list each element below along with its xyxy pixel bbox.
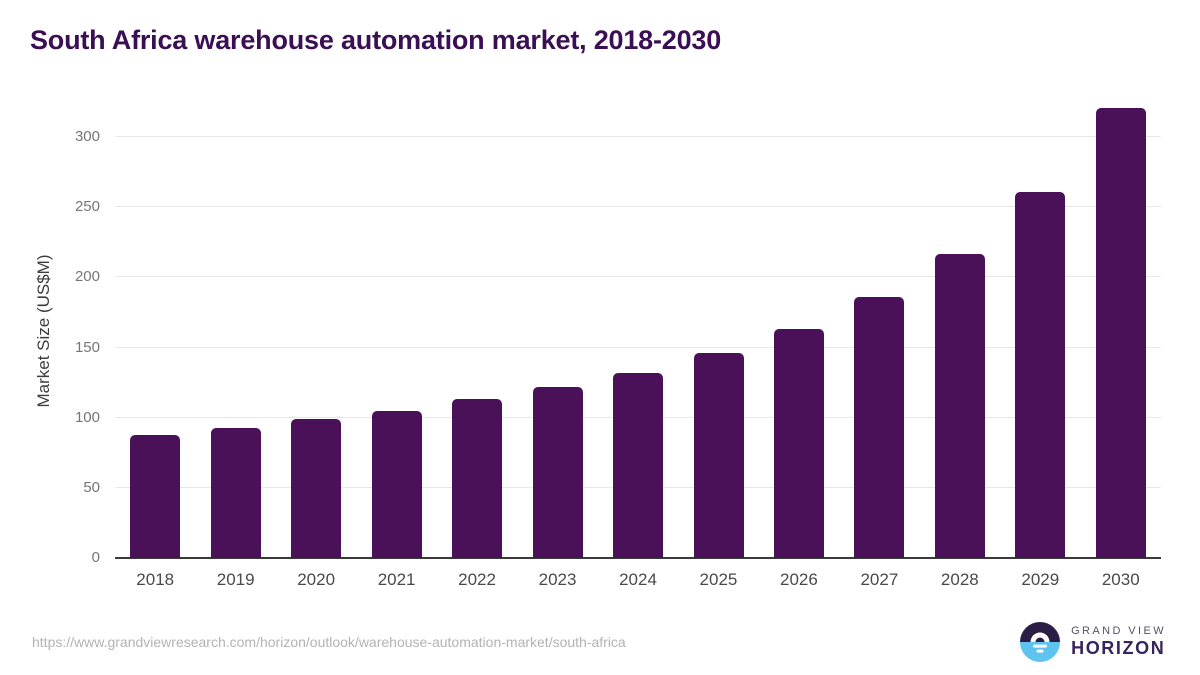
x-axis-label-2027: 2027 bbox=[860, 570, 899, 589]
y-tick-label-150: 150 bbox=[74, 338, 100, 356]
horizon-sun-icon bbox=[1020, 622, 1061, 662]
chart-title: South Africa warehouse automation market… bbox=[30, 25, 722, 55]
bars-container bbox=[115, 102, 1161, 558]
plot-area: 0 50 100 150 200 250 300 2018 2019 2020 2021 2022 20… bbox=[75, 102, 1161, 589]
bar-2028 bbox=[934, 253, 985, 558]
logo-line1: GRAND VIEW bbox=[1071, 625, 1166, 638]
bar-2023 bbox=[532, 386, 583, 558]
bar-band-2021 bbox=[356, 102, 436, 558]
y-tick-label-0: 0 bbox=[91, 549, 100, 566]
bar-band-2027 bbox=[839, 102, 919, 558]
source-url: https://www.grandviewresearch.com/horizo… bbox=[32, 634, 626, 650]
bar-band-2024 bbox=[598, 102, 678, 558]
x-axis-label-2023: 2023 bbox=[538, 570, 577, 589]
bar-band-2026 bbox=[759, 102, 839, 558]
y-tick-label-200: 200 bbox=[74, 268, 100, 286]
bar-2029 bbox=[1015, 191, 1066, 558]
bar-2025 bbox=[693, 353, 744, 558]
x-axis-label-2018: 2018 bbox=[136, 570, 175, 589]
bar-band-2029 bbox=[1000, 102, 1080, 558]
gridline-200 bbox=[115, 276, 1161, 278]
y-tick-label-300: 300 bbox=[74, 128, 100, 146]
bar-band-2018 bbox=[115, 102, 195, 558]
x-axis-label-2025: 2025 bbox=[699, 570, 738, 589]
bar-band-2028 bbox=[920, 102, 1000, 558]
x-axis-line bbox=[115, 557, 1161, 559]
bar-band-2025 bbox=[678, 102, 758, 558]
bar-band-2023 bbox=[517, 102, 597, 558]
x-axis-label-2019: 2019 bbox=[216, 570, 255, 589]
x-axis-label-2020: 2020 bbox=[297, 570, 336, 589]
logo-line2: HORIZON bbox=[1071, 638, 1166, 659]
y-axis-title: Market Size (US$M) bbox=[34, 254, 53, 408]
bar-2021 bbox=[371, 410, 422, 558]
bar-2024 bbox=[613, 372, 664, 558]
bar-band-2020 bbox=[276, 102, 356, 558]
x-axis-label-2026: 2026 bbox=[780, 570, 818, 589]
bar-band-2019 bbox=[195, 102, 275, 558]
y-tick-label-50: 50 bbox=[83, 478, 100, 496]
y-tick-label-100: 100 bbox=[74, 408, 100, 426]
bar-band-2030 bbox=[1081, 102, 1161, 558]
x-axis-label-2022: 2022 bbox=[458, 570, 496, 589]
bar-2020 bbox=[291, 419, 342, 558]
x-axis-label-2028: 2028 bbox=[940, 570, 979, 589]
bar-2022 bbox=[452, 399, 503, 558]
bar-2030 bbox=[1095, 107, 1146, 558]
x-axis-label-2030: 2030 bbox=[1101, 570, 1140, 589]
gridline-300 bbox=[115, 136, 1161, 138]
gridline-150 bbox=[115, 346, 1161, 348]
gridline-250 bbox=[115, 206, 1161, 208]
bar-2018 bbox=[130, 434, 181, 558]
y-tick-label-250: 250 bbox=[74, 198, 100, 216]
bar-2026 bbox=[773, 329, 824, 558]
logo-text: GRAND VIEW HORIZON bbox=[1071, 625, 1166, 659]
brand-logo: GRAND VIEW HORIZON bbox=[1020, 622, 1166, 662]
bar-2027 bbox=[854, 297, 905, 558]
footer: https://www.grandviewresearch.com/horizo… bbox=[32, 618, 1166, 666]
x-axis-label-2024: 2024 bbox=[619, 570, 657, 589]
x-axis-label-2029: 2029 bbox=[1021, 570, 1060, 589]
x-axis-label-2021: 2021 bbox=[377, 570, 416, 589]
bar-band-2022 bbox=[437, 102, 517, 558]
bar-2019 bbox=[210, 427, 261, 558]
